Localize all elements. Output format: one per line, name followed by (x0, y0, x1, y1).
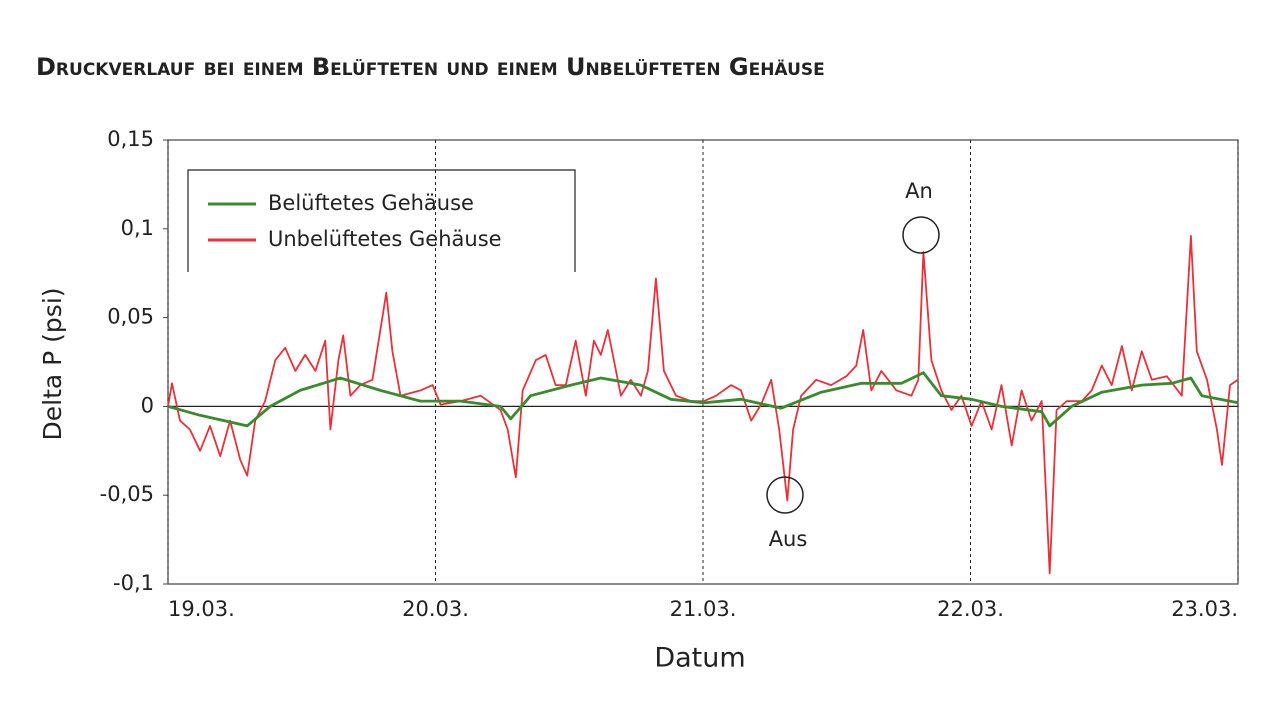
y-tick-label: 0 (141, 393, 154, 417)
y-axis-label: Delta P (psi) (38, 287, 67, 440)
annotation-circle (902, 216, 940, 254)
y-tick-label: 0,15 (107, 127, 154, 151)
x-tick-label: 20.03. (402, 597, 469, 621)
annotation-label: An (905, 179, 933, 203)
legend-label: Unbelüftetes Gehäuse (268, 227, 502, 251)
x-tick-label: 23.03. (1171, 597, 1238, 621)
legend-label: Belüftetes Gehäuse (268, 191, 474, 215)
chart-title: Druckverlauf bei einem Belüfteten und ei… (36, 53, 825, 81)
legend-frame (187, 169, 576, 272)
x-axis-label: Datum (654, 643, 745, 674)
annotation-label: Aus (769, 527, 808, 551)
x-tick-label: 19.03. (168, 597, 235, 621)
y-tick-label: -0,05 (100, 482, 154, 506)
data-line (167, 371, 1239, 428)
y-tick-label: 0,1 (121, 216, 154, 240)
x-tick-label: 21.03. (670, 597, 737, 621)
y-tick-label: 0,05 (107, 305, 154, 329)
x-tick-label: 22.03. (937, 597, 1004, 621)
y-tick-label: -0,1 (113, 571, 154, 595)
annotation-circle (766, 476, 804, 514)
